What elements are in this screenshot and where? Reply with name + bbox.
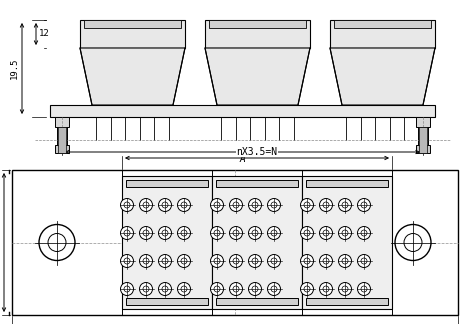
Bar <box>55 145 69 153</box>
Circle shape <box>357 199 371 212</box>
Bar <box>55 117 69 127</box>
Circle shape <box>229 199 243 212</box>
Circle shape <box>319 199 333 212</box>
Bar <box>416 117 430 127</box>
Circle shape <box>319 283 333 295</box>
Circle shape <box>249 226 261 239</box>
Bar <box>330 20 435 48</box>
Text: 19.5: 19.5 <box>9 58 18 79</box>
Bar <box>416 145 430 153</box>
Circle shape <box>339 199 351 212</box>
Bar <box>12 170 458 315</box>
Circle shape <box>339 283 351 295</box>
Text: nX3.5=N: nX3.5=N <box>236 147 277 157</box>
Circle shape <box>319 226 333 239</box>
Bar <box>50 105 435 117</box>
Circle shape <box>268 226 281 239</box>
Circle shape <box>121 226 133 239</box>
Circle shape <box>229 226 243 239</box>
Circle shape <box>139 254 153 268</box>
Circle shape <box>357 283 371 295</box>
Circle shape <box>339 226 351 239</box>
Circle shape <box>229 254 243 268</box>
Bar <box>302 176 392 309</box>
Bar <box>209 20 306 28</box>
Circle shape <box>249 199 261 212</box>
Circle shape <box>121 199 133 212</box>
Circle shape <box>268 254 281 268</box>
Polygon shape <box>205 48 310 105</box>
Bar <box>57 127 67 145</box>
Circle shape <box>139 283 153 295</box>
Circle shape <box>39 225 75 260</box>
Circle shape <box>319 254 333 268</box>
Circle shape <box>249 283 261 295</box>
Circle shape <box>357 254 371 268</box>
Circle shape <box>178 226 190 239</box>
Bar <box>216 298 298 305</box>
Circle shape <box>159 226 171 239</box>
Circle shape <box>159 199 171 212</box>
Bar <box>306 298 388 305</box>
Circle shape <box>300 199 314 212</box>
Bar <box>122 176 212 309</box>
Circle shape <box>178 283 190 295</box>
Circle shape <box>178 199 190 212</box>
Bar <box>216 180 298 187</box>
Text: A: A <box>240 154 245 164</box>
Circle shape <box>395 225 431 260</box>
Bar <box>126 180 208 187</box>
Polygon shape <box>330 48 435 105</box>
Bar <box>334 20 431 28</box>
Circle shape <box>211 283 224 295</box>
Circle shape <box>268 283 281 295</box>
Circle shape <box>121 283 133 295</box>
Circle shape <box>211 226 224 239</box>
Bar <box>306 180 388 187</box>
Bar <box>80 20 185 48</box>
Bar <box>58 127 66 153</box>
Circle shape <box>300 283 314 295</box>
Bar <box>212 176 302 309</box>
Circle shape <box>211 199 224 212</box>
Circle shape <box>121 254 133 268</box>
Circle shape <box>139 199 153 212</box>
Bar <box>419 127 427 153</box>
Circle shape <box>159 254 171 268</box>
Circle shape <box>229 283 243 295</box>
Polygon shape <box>80 48 185 105</box>
Text: 12: 12 <box>39 29 49 39</box>
Circle shape <box>249 254 261 268</box>
Circle shape <box>339 254 351 268</box>
Bar <box>126 298 208 305</box>
Circle shape <box>268 199 281 212</box>
Circle shape <box>211 254 224 268</box>
Bar <box>205 20 310 48</box>
Circle shape <box>159 283 171 295</box>
Bar <box>418 127 428 145</box>
Circle shape <box>178 254 190 268</box>
Bar <box>84 20 181 28</box>
Circle shape <box>300 254 314 268</box>
Circle shape <box>300 226 314 239</box>
Circle shape <box>357 226 371 239</box>
Circle shape <box>139 226 153 239</box>
